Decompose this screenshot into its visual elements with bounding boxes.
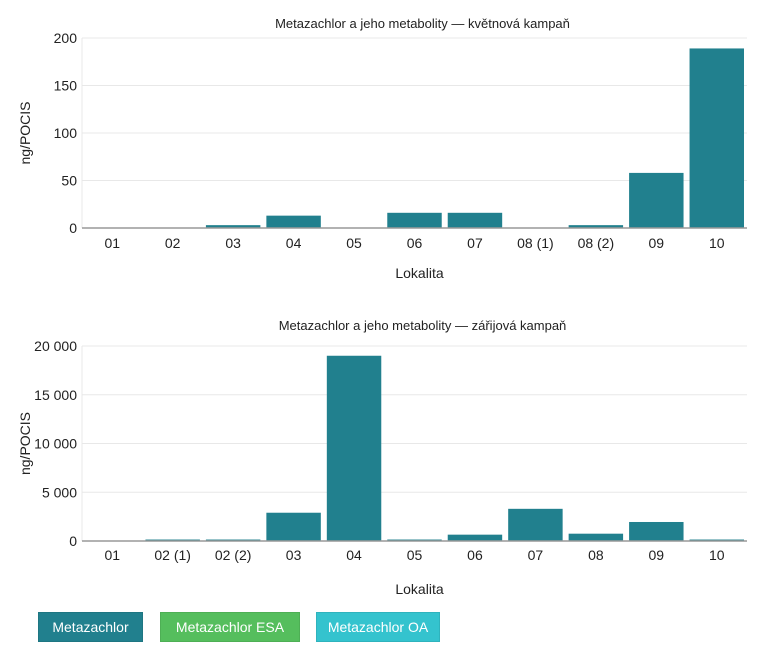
x-tick-label: 03	[225, 235, 241, 251]
bar-06	[387, 212, 442, 228]
y-axis-label: ng/POCIS	[17, 101, 33, 164]
bar-09	[629, 172, 684, 228]
bar-04	[326, 355, 382, 541]
y-tick-label: 0	[69, 533, 77, 549]
x-tick-label: 08 (1)	[517, 235, 554, 251]
legend-metazachlor[interactable]: Metazachlor	[38, 612, 143, 642]
x-tick-label: 02	[165, 235, 181, 251]
x-axis-label: Lokalita	[395, 265, 443, 281]
y-tick-label: 0	[69, 220, 77, 236]
y-tick-label: 15 000	[34, 387, 77, 403]
chart-title: Metazachlor a jeho metabolity — květnová…	[275, 16, 570, 31]
bar-08	[568, 533, 624, 541]
y-tick-label: 100	[54, 125, 78, 141]
x-tick-label: 01	[104, 547, 120, 563]
chart-title: Metazachlor a jeho metabolity — zářijová…	[279, 318, 567, 333]
x-tick-label: 04	[346, 547, 362, 563]
x-tick-label: 10	[709, 235, 725, 251]
bar-03	[266, 512, 321, 541]
x-tick-label: 06	[467, 547, 483, 563]
x-tick-label: 06	[407, 235, 423, 251]
x-tick-label: 05	[346, 235, 362, 251]
x-tick-label: 08	[588, 547, 604, 563]
y-tick-label: 50	[61, 173, 77, 189]
x-tick-label: 09	[649, 235, 665, 251]
y-tick-label: 10 000	[34, 436, 77, 452]
x-tick-label: 04	[286, 235, 302, 251]
x-tick-label: 07	[467, 235, 483, 251]
legend-metazachlor-esa[interactable]: Metazachlor ESA	[160, 612, 300, 642]
x-tick-label: 08 (2)	[578, 235, 615, 251]
x-tick-label: 09	[649, 547, 665, 563]
x-tick-label: 10	[709, 547, 725, 563]
y-tick-label: 20 000	[34, 338, 77, 354]
bar-03	[205, 225, 261, 228]
y-tick-label: 150	[54, 78, 78, 94]
x-tick-label: 02 (2)	[215, 547, 252, 563]
bar-07	[447, 212, 503, 228]
x-tick-label: 01	[104, 235, 120, 251]
x-tick-label: 07	[528, 547, 544, 563]
y-tick-label: 200	[54, 30, 78, 46]
bar-06	[447, 534, 503, 541]
bar-09	[629, 521, 684, 541]
x-tick-label: 05	[407, 547, 423, 563]
x-tick-label: 02 (1)	[154, 547, 191, 563]
bar-07	[508, 508, 563, 541]
x-tick-label: 03	[286, 547, 302, 563]
bar-04	[266, 215, 321, 228]
bar-082	[568, 225, 624, 228]
bar-10	[689, 48, 744, 229]
legend-metazachlor-oa[interactable]: Metazachlor OA	[316, 612, 440, 642]
y-tick-label: 5 000	[42, 484, 77, 500]
y-axis-label: ng/POCIS	[17, 412, 33, 475]
x-axis-label: Lokalita	[395, 581, 443, 597]
